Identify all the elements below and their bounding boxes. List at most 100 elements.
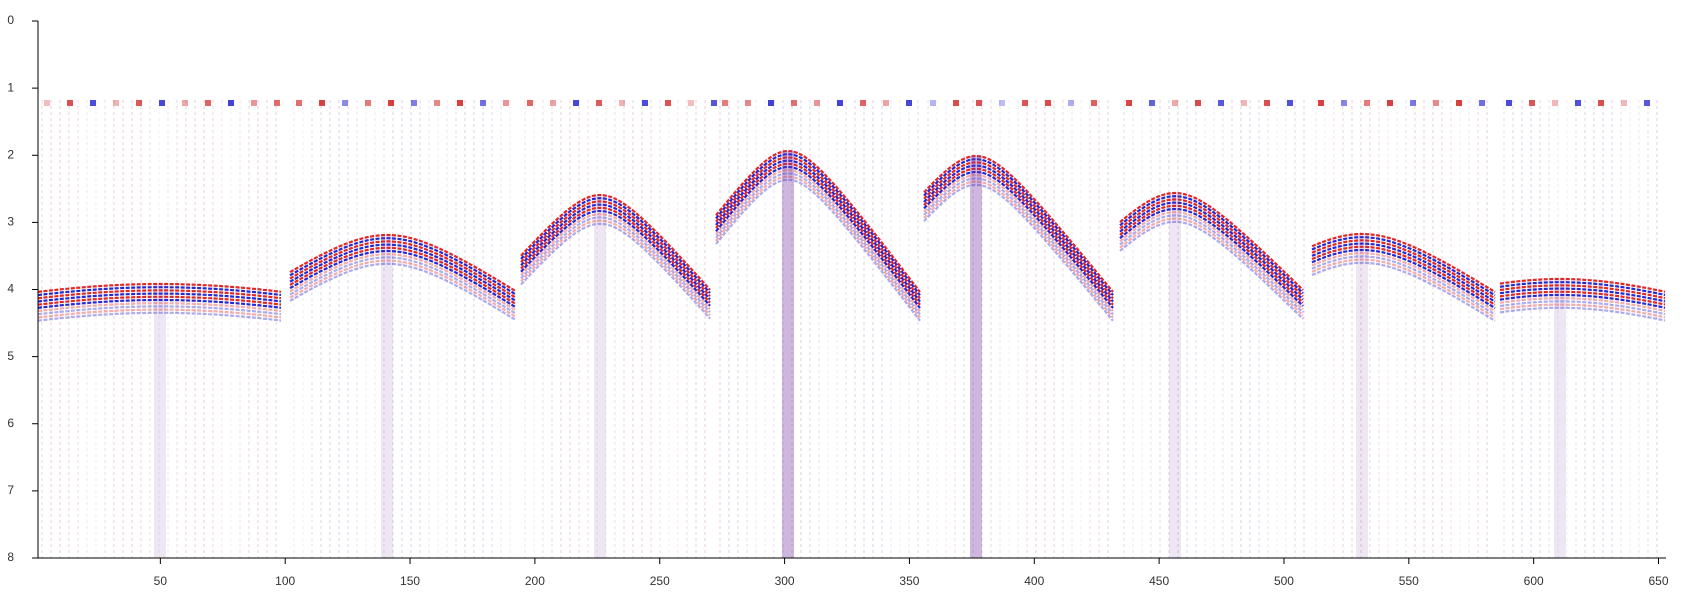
y-tick-label: 0	[7, 13, 14, 27]
wavefront	[38, 308, 282, 319]
noise	[1126, 100, 1132, 106]
wavefront	[1311, 248, 1496, 309]
wavefront	[715, 165, 921, 309]
near-offset	[782, 151, 794, 558]
noise	[1387, 100, 1393, 106]
wavefront	[38, 282, 282, 293]
wavefront	[1499, 284, 1666, 300]
noise	[457, 100, 463, 106]
wavefront	[1119, 207, 1304, 307]
noise	[1264, 100, 1270, 106]
noise	[434, 100, 440, 106]
wavefront	[715, 172, 921, 316]
noise	[883, 100, 889, 106]
wavefront	[1499, 277, 1666, 293]
noise	[976, 100, 982, 106]
noise	[90, 100, 96, 106]
noise	[642, 100, 648, 106]
noise	[1621, 100, 1627, 106]
noise	[1149, 100, 1155, 106]
noise	[182, 100, 188, 106]
y-tick-label: 1	[7, 80, 14, 94]
noise	[1195, 100, 1201, 106]
wavefront	[520, 219, 711, 317]
wavefront	[520, 193, 711, 291]
shot-gather	[289, 100, 516, 558]
wavefront	[715, 156, 921, 300]
noise	[365, 100, 371, 106]
noise	[67, 100, 73, 106]
y-tick-label: 6	[7, 416, 14, 430]
wavefront	[38, 292, 282, 303]
noise	[1552, 100, 1558, 106]
wavefront	[923, 170, 1114, 309]
wavefront	[1119, 195, 1304, 294]
shot-gather	[38, 100, 282, 558]
near-offset	[1169, 193, 1181, 558]
wavefront	[38, 289, 282, 300]
wavefront	[1499, 293, 1666, 309]
noise	[296, 100, 302, 106]
y-tick-label: 5	[7, 349, 14, 363]
noise	[228, 100, 234, 106]
x-tick-label: 100	[275, 574, 295, 588]
wavefront	[923, 177, 1114, 316]
noise	[791, 100, 797, 106]
wavefront	[1311, 232, 1496, 293]
wavefront	[923, 174, 1114, 312]
shot-gather	[715, 100, 921, 558]
wavefront	[1119, 201, 1304, 301]
noise	[930, 100, 936, 106]
x-tick-label: 500	[1274, 574, 1294, 588]
noise	[319, 100, 325, 106]
wavefront	[1311, 245, 1496, 306]
wavefront	[923, 167, 1114, 306]
near-offset	[154, 284, 166, 558]
wavefront	[520, 222, 711, 320]
noise	[1479, 100, 1485, 106]
wavefront	[1311, 236, 1496, 297]
noise	[711, 100, 717, 106]
seismic-image	[38, 100, 1666, 558]
y-tick-label: 7	[7, 483, 14, 497]
x-tick-label: 150	[400, 574, 420, 588]
wavefront	[1311, 252, 1496, 313]
noise	[722, 100, 728, 106]
wavefront	[715, 175, 921, 319]
wavefront	[38, 286, 282, 297]
wavefront	[715, 153, 921, 296]
wavefront	[1499, 297, 1666, 313]
wavefront	[923, 183, 1114, 322]
noise	[1045, 100, 1051, 106]
noise	[953, 100, 959, 106]
noise	[619, 100, 625, 106]
noise	[1410, 100, 1416, 106]
noise	[113, 100, 119, 106]
noise	[1022, 100, 1028, 106]
wavefront	[38, 298, 282, 309]
noise	[1433, 100, 1439, 106]
noise	[411, 100, 417, 106]
noise	[768, 100, 774, 106]
wavefront	[1311, 258, 1496, 319]
noise	[274, 100, 280, 106]
noise	[1456, 100, 1462, 106]
noise	[814, 100, 820, 106]
wavefront	[715, 162, 921, 306]
x-tick-label: 200	[525, 574, 545, 588]
wavefront	[923, 158, 1114, 296]
wavefront	[1499, 300, 1666, 316]
near-offset	[1356, 234, 1368, 558]
shot-gather	[520, 100, 717, 558]
noise	[573, 100, 579, 106]
wavefront	[1119, 198, 1304, 298]
wavefront	[1311, 255, 1496, 316]
wavefront	[1119, 211, 1304, 310]
wavefront	[923, 180, 1114, 319]
axes: 0 1 2 3 4 5 6 7 8 50 100 150 200 250 300 350 400 450 500 55…	[7, 13, 1669, 588]
x-tick-label: 250	[650, 574, 670, 588]
noise	[745, 100, 751, 106]
noise	[1364, 100, 1370, 106]
noise	[342, 100, 348, 106]
near-offset	[1554, 279, 1566, 558]
